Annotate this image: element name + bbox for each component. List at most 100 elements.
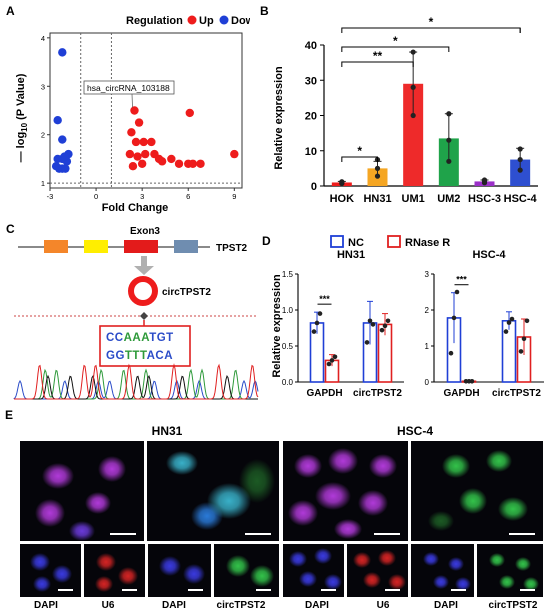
panel-letter-c: C [6, 222, 15, 236]
arrow-shaft [141, 256, 147, 267]
significance-label: ** [373, 49, 383, 63]
circrna-schematic: C Exon3 TPST2 circTPST2 CCAAATGT GGTTTAC… [6, 222, 259, 400]
significance-label: * [357, 144, 362, 158]
micro-label-dapi-4: DAPI [434, 600, 458, 611]
data-point [367, 318, 373, 324]
x-tick-label: 9 [232, 192, 236, 201]
sequence-line-2: GGTTTACA [106, 350, 173, 362]
point-down [61, 164, 70, 173]
legend-down-dot [219, 15, 229, 25]
significance-label: *** [456, 275, 467, 285]
chart-title: HSC-4 [472, 249, 506, 261]
data-point [374, 165, 381, 171]
panel-letter-b: B [260, 4, 269, 18]
data-point [385, 318, 391, 324]
micrograph-hn31-dapi-1 [20, 544, 81, 597]
y-axis-label: Relative expression [273, 66, 285, 170]
point-up [139, 137, 148, 147]
y-tick-label: 3 [425, 270, 430, 279]
annotation-box [83, 80, 175, 95]
scale-bar [374, 533, 400, 535]
y-tick-label: 40 [305, 40, 317, 52]
data-point [410, 112, 416, 119]
legend-nc-label: NC [348, 237, 364, 249]
point-down [60, 152, 69, 161]
y-tick-label: 0 [425, 378, 430, 387]
data-point [329, 358, 335, 363]
x-tick-label: 6 [186, 192, 190, 201]
micro-label-u6-1: U6 [101, 600, 115, 611]
point-up [127, 128, 136, 137]
y-axis-label: Relative expression [271, 274, 283, 378]
data-point [332, 354, 338, 360]
data-point [481, 177, 488, 183]
point-up [230, 149, 239, 159]
point-up [131, 137, 141, 147]
micro-label-dapi-3: DAPI [305, 600, 329, 611]
x-tick-label: GAPDH [443, 388, 479, 399]
data-point [382, 323, 388, 329]
x-tick-label: UM1 [402, 193, 425, 205]
y-tick-label: 20 [305, 111, 317, 123]
y-tick-label: 1.0 [282, 306, 294, 315]
data-point [451, 315, 457, 321]
scale-bar [509, 533, 535, 535]
micrograph-hn31-dapi-2 [148, 544, 211, 597]
point-up [130, 106, 139, 115]
micro-title-hn31: HN31 [151, 424, 183, 438]
y-tick-label: 2 [425, 306, 430, 315]
scale-bar [245, 533, 271, 535]
legend-title: Regulation [126, 15, 183, 27]
chromatogram-trace [14, 363, 259, 400]
x-tick-label: GAPDH [306, 388, 342, 399]
micrograph-hsc4-circtpst2 [477, 544, 543, 597]
x-tick-label: HN31 [363, 193, 391, 205]
junction-marker-icon [140, 312, 148, 320]
data-point [506, 320, 512, 325]
scale-bar [520, 589, 535, 591]
sequence-line-1: CCAAATGT [106, 332, 174, 344]
point-up [157, 157, 167, 166]
scale-bar [385, 589, 400, 591]
gene-label: TPST2 [216, 243, 248, 254]
point-up [147, 137, 156, 147]
micrograph-hsc4-dapi-1 [283, 544, 344, 597]
plot-frame [49, 32, 243, 189]
micrograph-hn31-u6-merge [20, 441, 144, 541]
rnase-bar-charts: D NC RNase R Relative expression 0.0 0.5 1… [262, 234, 544, 399]
data-point [446, 137, 452, 143]
data-point [326, 361, 332, 367]
legend-nc-swatch [330, 235, 344, 248]
point-down [58, 135, 67, 144]
micrograph-hn31-u6 [84, 544, 145, 597]
data-point [311, 329, 317, 334]
data-point [370, 322, 376, 327]
micro-label-dapi-2: DAPI [162, 600, 186, 611]
y-tick-label: 1.5 [282, 270, 294, 279]
data-point [379, 327, 385, 333]
point-down [53, 115, 62, 125]
scale-bar [188, 589, 203, 591]
data-point [469, 378, 475, 384]
y-tick-label: 3 [41, 82, 45, 91]
x-tick-label: -3 [47, 192, 54, 201]
scale-bar [58, 589, 73, 591]
point-up [141, 149, 150, 159]
micrograph-hn31-circtpst2-merge [147, 441, 279, 541]
x-axis-label: Fold Change [102, 202, 169, 214]
x-tick-label: 3 [140, 192, 144, 201]
x-tick-label: circTPST2 [353, 388, 402, 399]
significance-label: * [429, 15, 434, 29]
data-point [521, 336, 527, 342]
circrna-ring [128, 276, 158, 306]
significance-label: * [393, 34, 398, 48]
data-point [446, 158, 452, 164]
y-tick-label: 2 [41, 131, 45, 140]
data-point [374, 173, 381, 179]
legend-rnase-swatch [387, 235, 401, 248]
x-tick-label: HSC-4 [504, 193, 538, 205]
x-tick-label: 0 [94, 192, 98, 201]
exon-4 [174, 240, 198, 253]
point-up [125, 149, 135, 159]
